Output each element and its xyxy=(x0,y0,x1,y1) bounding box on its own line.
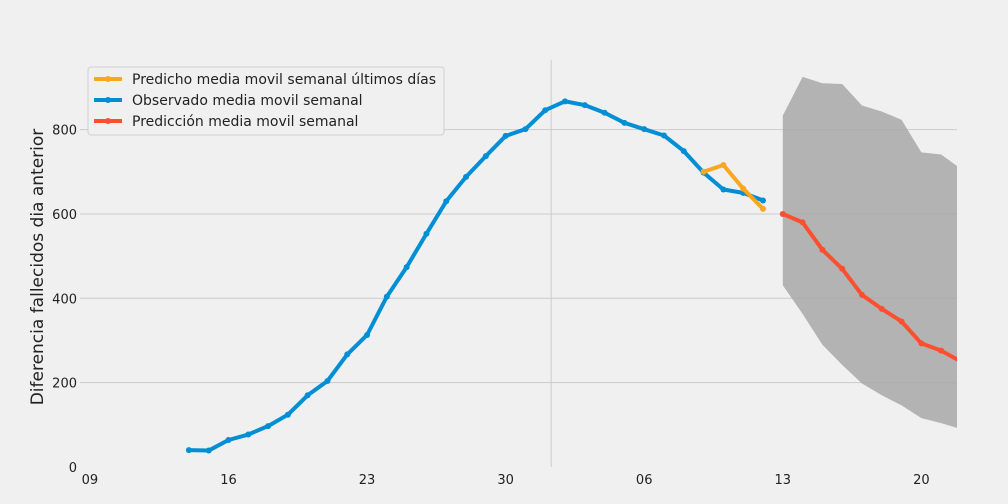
data-point xyxy=(443,198,450,205)
legend-swatch-marker xyxy=(105,118,111,124)
data-point xyxy=(918,340,925,347)
data-point xyxy=(779,210,786,217)
series-line xyxy=(780,211,957,362)
data-point xyxy=(720,186,727,193)
y-axis-title: Diferencia fallecidos dia anterior xyxy=(28,129,48,406)
data-point xyxy=(858,291,865,298)
y-tick-label: 800 xyxy=(52,124,77,139)
data-point xyxy=(245,431,252,438)
confidence-band-layer xyxy=(782,76,957,428)
data-point xyxy=(661,132,668,139)
data-point xyxy=(759,197,766,204)
y-tick-label: 0 xyxy=(69,461,77,476)
x-tick-label: 13 xyxy=(775,473,792,488)
tick-labels: 0 200 400 600 800 09 16 23 30 06 13 20 xyxy=(52,124,929,488)
data-point xyxy=(265,423,272,430)
confidence-band xyxy=(782,76,957,428)
y-tick-label: 600 xyxy=(52,208,77,223)
data-point xyxy=(284,411,291,418)
data-point xyxy=(680,148,687,155)
data-point xyxy=(621,119,628,126)
x-tick-label: 09 xyxy=(82,473,99,488)
series-layer xyxy=(185,98,964,454)
x-tick-label: 23 xyxy=(359,473,376,488)
y-tick-label: 200 xyxy=(52,377,77,392)
data-point xyxy=(641,126,648,133)
legend-box xyxy=(87,66,445,136)
data-point xyxy=(403,264,410,271)
data-point xyxy=(522,126,529,133)
series-line xyxy=(701,163,765,211)
data-point xyxy=(601,109,608,116)
data-point xyxy=(205,447,212,454)
series-line xyxy=(186,99,765,453)
data-point xyxy=(799,219,806,226)
x-tick-label: 20 xyxy=(913,473,930,488)
data-point xyxy=(225,437,232,444)
data-point xyxy=(423,230,430,237)
data-point xyxy=(720,162,727,169)
legend-label: Predicción media movil semanal xyxy=(132,114,358,130)
data-point xyxy=(304,392,311,399)
data-point xyxy=(938,347,945,354)
legend-swatch-marker xyxy=(105,97,111,103)
legend-label: Predicho media movil semanal últimos día… xyxy=(132,72,436,88)
data-point xyxy=(482,153,489,160)
data-point xyxy=(878,305,885,312)
legend: Predicho media movil semanal últimos día… xyxy=(87,66,445,136)
y-tick-label: 400 xyxy=(52,292,77,307)
data-point xyxy=(898,318,905,325)
x-tick-label: 30 xyxy=(497,473,514,488)
data-point xyxy=(700,168,707,175)
data-point xyxy=(839,265,846,272)
series-group xyxy=(779,210,964,365)
data-point xyxy=(740,185,747,192)
legend-label: Observado media movil semanal xyxy=(132,93,363,109)
data-point xyxy=(324,377,331,384)
data-point xyxy=(542,107,549,114)
data-point xyxy=(463,173,470,180)
x-tick-label: 16 xyxy=(220,473,237,488)
data-point xyxy=(581,102,588,109)
data-point xyxy=(958,359,964,365)
data-point xyxy=(344,351,351,358)
data-point xyxy=(562,98,569,105)
data-point xyxy=(502,132,509,139)
data-point xyxy=(383,293,390,300)
legend-swatch-marker xyxy=(105,76,111,82)
data-point xyxy=(819,246,826,253)
x-tick-label: 06 xyxy=(636,473,653,488)
series-group xyxy=(700,162,766,212)
data-point xyxy=(759,205,766,212)
series-group xyxy=(185,98,766,454)
data-point xyxy=(185,447,192,454)
data-point xyxy=(364,331,371,338)
